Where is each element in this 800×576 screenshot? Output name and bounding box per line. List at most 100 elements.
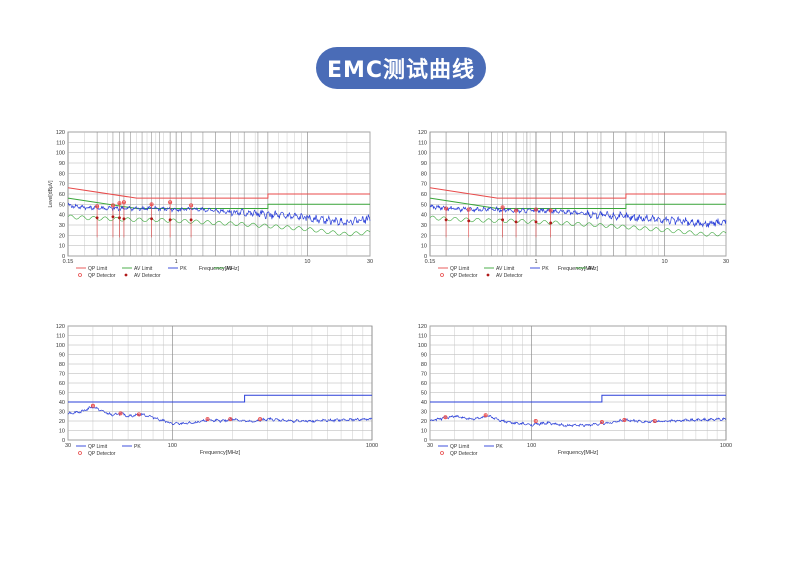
y-tick-label: 30 [421, 410, 427, 416]
qp-detector-marker [95, 204, 100, 209]
qp-detector-marker [258, 417, 263, 422]
x-axis-label: Frequency[MHz] [199, 266, 240, 272]
legend: QP Limit PK QP Detector [438, 444, 503, 457]
qp-detector-cross [150, 202, 153, 206]
legend-label: AV Limit [134, 266, 153, 272]
legend-label: PK [496, 444, 503, 450]
qp-detector-cross [258, 417, 262, 421]
qp-detector-marker [149, 202, 154, 207]
legend: QP Limit AV Limit PK AV QP Detector AV Detect… [76, 266, 233, 279]
qp-detector-cross [137, 412, 141, 416]
qp-detector-cross [653, 419, 657, 423]
av-detector-marker [118, 216, 121, 220]
y-tick-label: 70 [59, 372, 65, 378]
legend-label: QP Detector [450, 451, 478, 457]
qp-detector-cross [118, 201, 121, 205]
qp-detector-marker [466, 207, 471, 212]
y-tick-label: 50 [59, 391, 65, 397]
x-tick-label: 30 [723, 259, 729, 265]
av-detector-marker [444, 218, 448, 222]
x-tick-label: 100 [527, 443, 536, 449]
y-tick-label: 40 [59, 213, 65, 219]
y-tick-label: 100 [418, 151, 427, 157]
y-tick-label: 80 [421, 362, 427, 368]
qp-detector-marker [483, 413, 488, 418]
x-tick-label: 1 [534, 259, 537, 265]
series-qp-limit [68, 394, 372, 403]
y-axis-label: Level[dBµV] [48, 180, 54, 208]
y-tick-label: 20 [421, 419, 427, 425]
y-tick-label: 90 [59, 161, 65, 167]
av-detector-marker [150, 217, 153, 221]
qp-detector-cross [111, 203, 115, 207]
av-detector-marker [189, 218, 193, 222]
chart-conducted-2: 0 10 20 30 40 50 60 70 80 90 100 110 120 0.15 1 10 30 Fre… [406, 124, 758, 289]
qp-detector-cross [91, 404, 95, 408]
qp-detector-cross [228, 417, 232, 421]
y-tick-label: 110 [418, 140, 427, 146]
av-detector-marker [122, 217, 126, 221]
series-pk [67, 202, 371, 227]
qp-detector-marker [548, 208, 553, 213]
y-tick-label: 120 [418, 130, 427, 136]
y-tick-label: 0 [424, 438, 427, 444]
qp-detector-marker [168, 200, 173, 205]
y-tick-label: 120 [56, 324, 65, 330]
av-detector-marker [534, 220, 538, 224]
series-pk [429, 414, 727, 428]
legend-swatch [124, 273, 128, 277]
legend-swatch [486, 273, 490, 277]
qp-detector-marker [117, 201, 122, 206]
qp-detector-marker [118, 411, 123, 416]
legend-label: AV Detector [134, 273, 161, 279]
y-tick-label: 50 [421, 202, 427, 208]
y-tick-label: 0 [62, 254, 65, 260]
qp-detector-cross [622, 418, 626, 422]
qp-detector-cross [600, 420, 604, 424]
legend-label: QP Detector [88, 273, 116, 279]
y-tick-label: 80 [59, 362, 65, 368]
x-axis-label: Frequency[MHz] [558, 266, 599, 272]
y-tick-label: 90 [59, 353, 65, 359]
av-detector-marker [95, 216, 99, 220]
qp-detector-marker [500, 205, 505, 210]
qp-detector-marker [622, 418, 627, 423]
legend-label: QP Detector [450, 273, 478, 279]
legend-label: AV Limit [496, 266, 515, 272]
series-qp-limit [430, 394, 726, 403]
legend-label: PK [180, 266, 187, 272]
av-detector-marker [168, 218, 172, 222]
legend-label: AV Detector [496, 273, 523, 279]
y-tick-label: 40 [59, 400, 65, 406]
qp-detector-marker [136, 412, 141, 417]
legend-label: PK [134, 444, 141, 450]
y-tick-label: 80 [59, 171, 65, 177]
x-tick-label: 1000 [366, 443, 378, 449]
y-tick-label: 90 [421, 353, 427, 359]
y-tick-label: 100 [56, 343, 65, 349]
y-tick-label: 50 [421, 391, 427, 397]
qp-detector-cross [168, 200, 172, 204]
legend-label: QP Limit [450, 444, 470, 450]
series-av [429, 215, 727, 237]
series-qp-limit [429, 187, 726, 199]
av-detector-marker [514, 220, 518, 224]
x-tick-label: 30 [427, 443, 433, 449]
y-tick-label: 60 [421, 381, 427, 387]
y-tick-label: 100 [56, 151, 65, 157]
y-tick-label: 120 [418, 324, 427, 330]
qp-detector-marker [90, 403, 95, 408]
legend-label: AV [226, 266, 233, 272]
x-tick-label: 100 [168, 443, 177, 449]
legend-swatch [440, 273, 444, 277]
qp-detector-cross [444, 207, 448, 210]
qp-detector-marker [443, 415, 448, 420]
y-tick-label: 0 [424, 254, 427, 260]
y-tick-label: 20 [421, 233, 427, 239]
av-detector-marker [501, 218, 504, 222]
page-title: EMC测试曲线 [316, 47, 486, 89]
legend-label: PK [542, 266, 549, 272]
qp-detector-marker [652, 419, 657, 424]
y-tick-label: 100 [418, 343, 427, 349]
x-tick-label: 1 [175, 259, 178, 265]
